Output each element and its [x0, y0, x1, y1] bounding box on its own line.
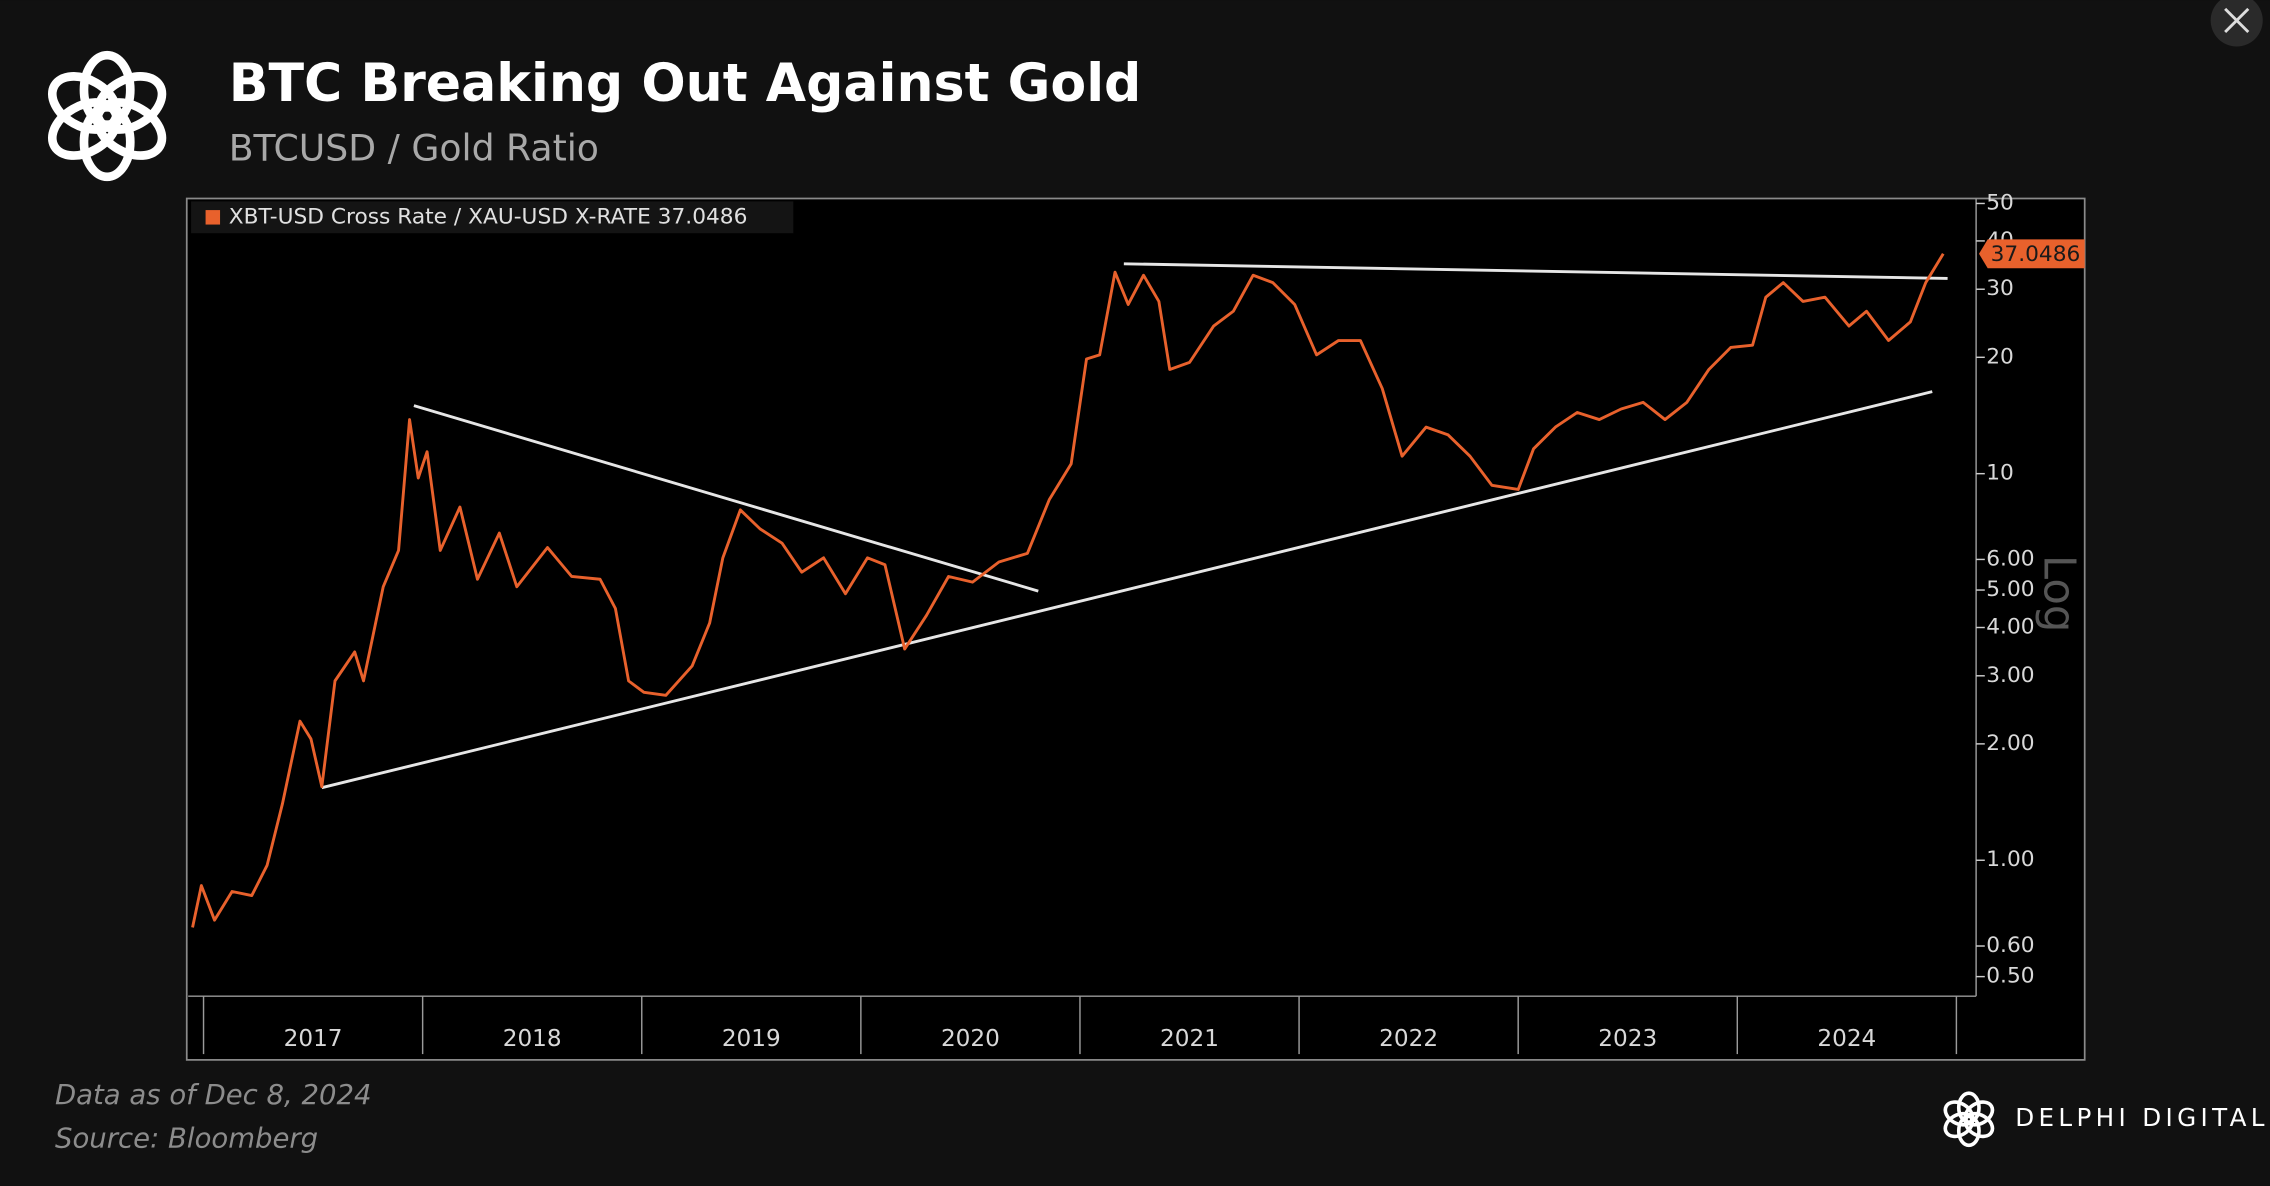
x-tick-label: 2022 — [1379, 1026, 1438, 1052]
y-tick-label: 2.00 — [1986, 731, 2034, 756]
close-circle[interactable] — [2210, 0, 2263, 47]
y-tick-label: 6.00 — [1986, 546, 2034, 571]
x-tick-label: 2020 — [941, 1026, 1000, 1052]
x-tick-label: 2021 — [1160, 1026, 1219, 1052]
trendline — [413, 404, 1039, 593]
footer-note: Data as of Dec 8, 2024 — [55, 1079, 372, 1111]
plot-area: 0.500.601.002.003.004.005.006.0010203040… — [188, 190, 2085, 1055]
subtitle: BTCUSD / Gold Ratio — [229, 127, 599, 170]
y-tick-label: 10 — [1986, 461, 2014, 486]
y-tick-label: 30 — [1986, 276, 2014, 301]
close-icon[interactable] — [2224, 7, 2250, 34]
x-tick-label: 2018 — [503, 1026, 562, 1052]
trendline — [321, 390, 1933, 790]
y-tick-label: 3.00 — [1986, 663, 2034, 688]
trendline — [1123, 262, 1948, 280]
y-tick-label: 1.00 — [1986, 847, 2034, 872]
x-tick-label: 2017 — [284, 1026, 343, 1052]
y-tick-label: 50 — [1986, 190, 2014, 215]
brand-name: DELPHI DIGITAL — [2015, 1103, 2269, 1132]
scale-label: Log — [2033, 555, 2083, 633]
y-tick-label: 5.00 — [1986, 577, 2034, 602]
y-tick-label: 0.60 — [1986, 933, 2034, 958]
footer-source: Source: Bloomberg — [55, 1123, 318, 1155]
last-value-label: 37.0486 — [1991, 242, 2081, 267]
x-tick-label: 2019 — [722, 1026, 781, 1052]
close-button[interactable] — [2210, 0, 2263, 47]
x-tick-label: 2023 — [1598, 1026, 1657, 1052]
data-line — [191, 253, 1945, 928]
y-tick-label: 20 — [1986, 344, 2014, 369]
logo — [47, 50, 167, 182]
legend-background — [191, 201, 794, 234]
y-tick-label: 0.50 — [1986, 964, 2034, 989]
title: BTC Breaking Out Against Gold — [229, 54, 1142, 114]
legend-label: XBT-USD Cross Rate / XAU-USD X-RATE 37.0… — [229, 204, 748, 229]
brand-logo — [1943, 1091, 1995, 1148]
x-tick-label: 2024 — [1817, 1026, 1876, 1052]
plot-frame — [185, 197, 2086, 1061]
y-tick-label: 4.00 — [1986, 615, 2034, 640]
last-value-flag — [1979, 239, 2085, 269]
legend-swatch — [205, 210, 221, 225]
